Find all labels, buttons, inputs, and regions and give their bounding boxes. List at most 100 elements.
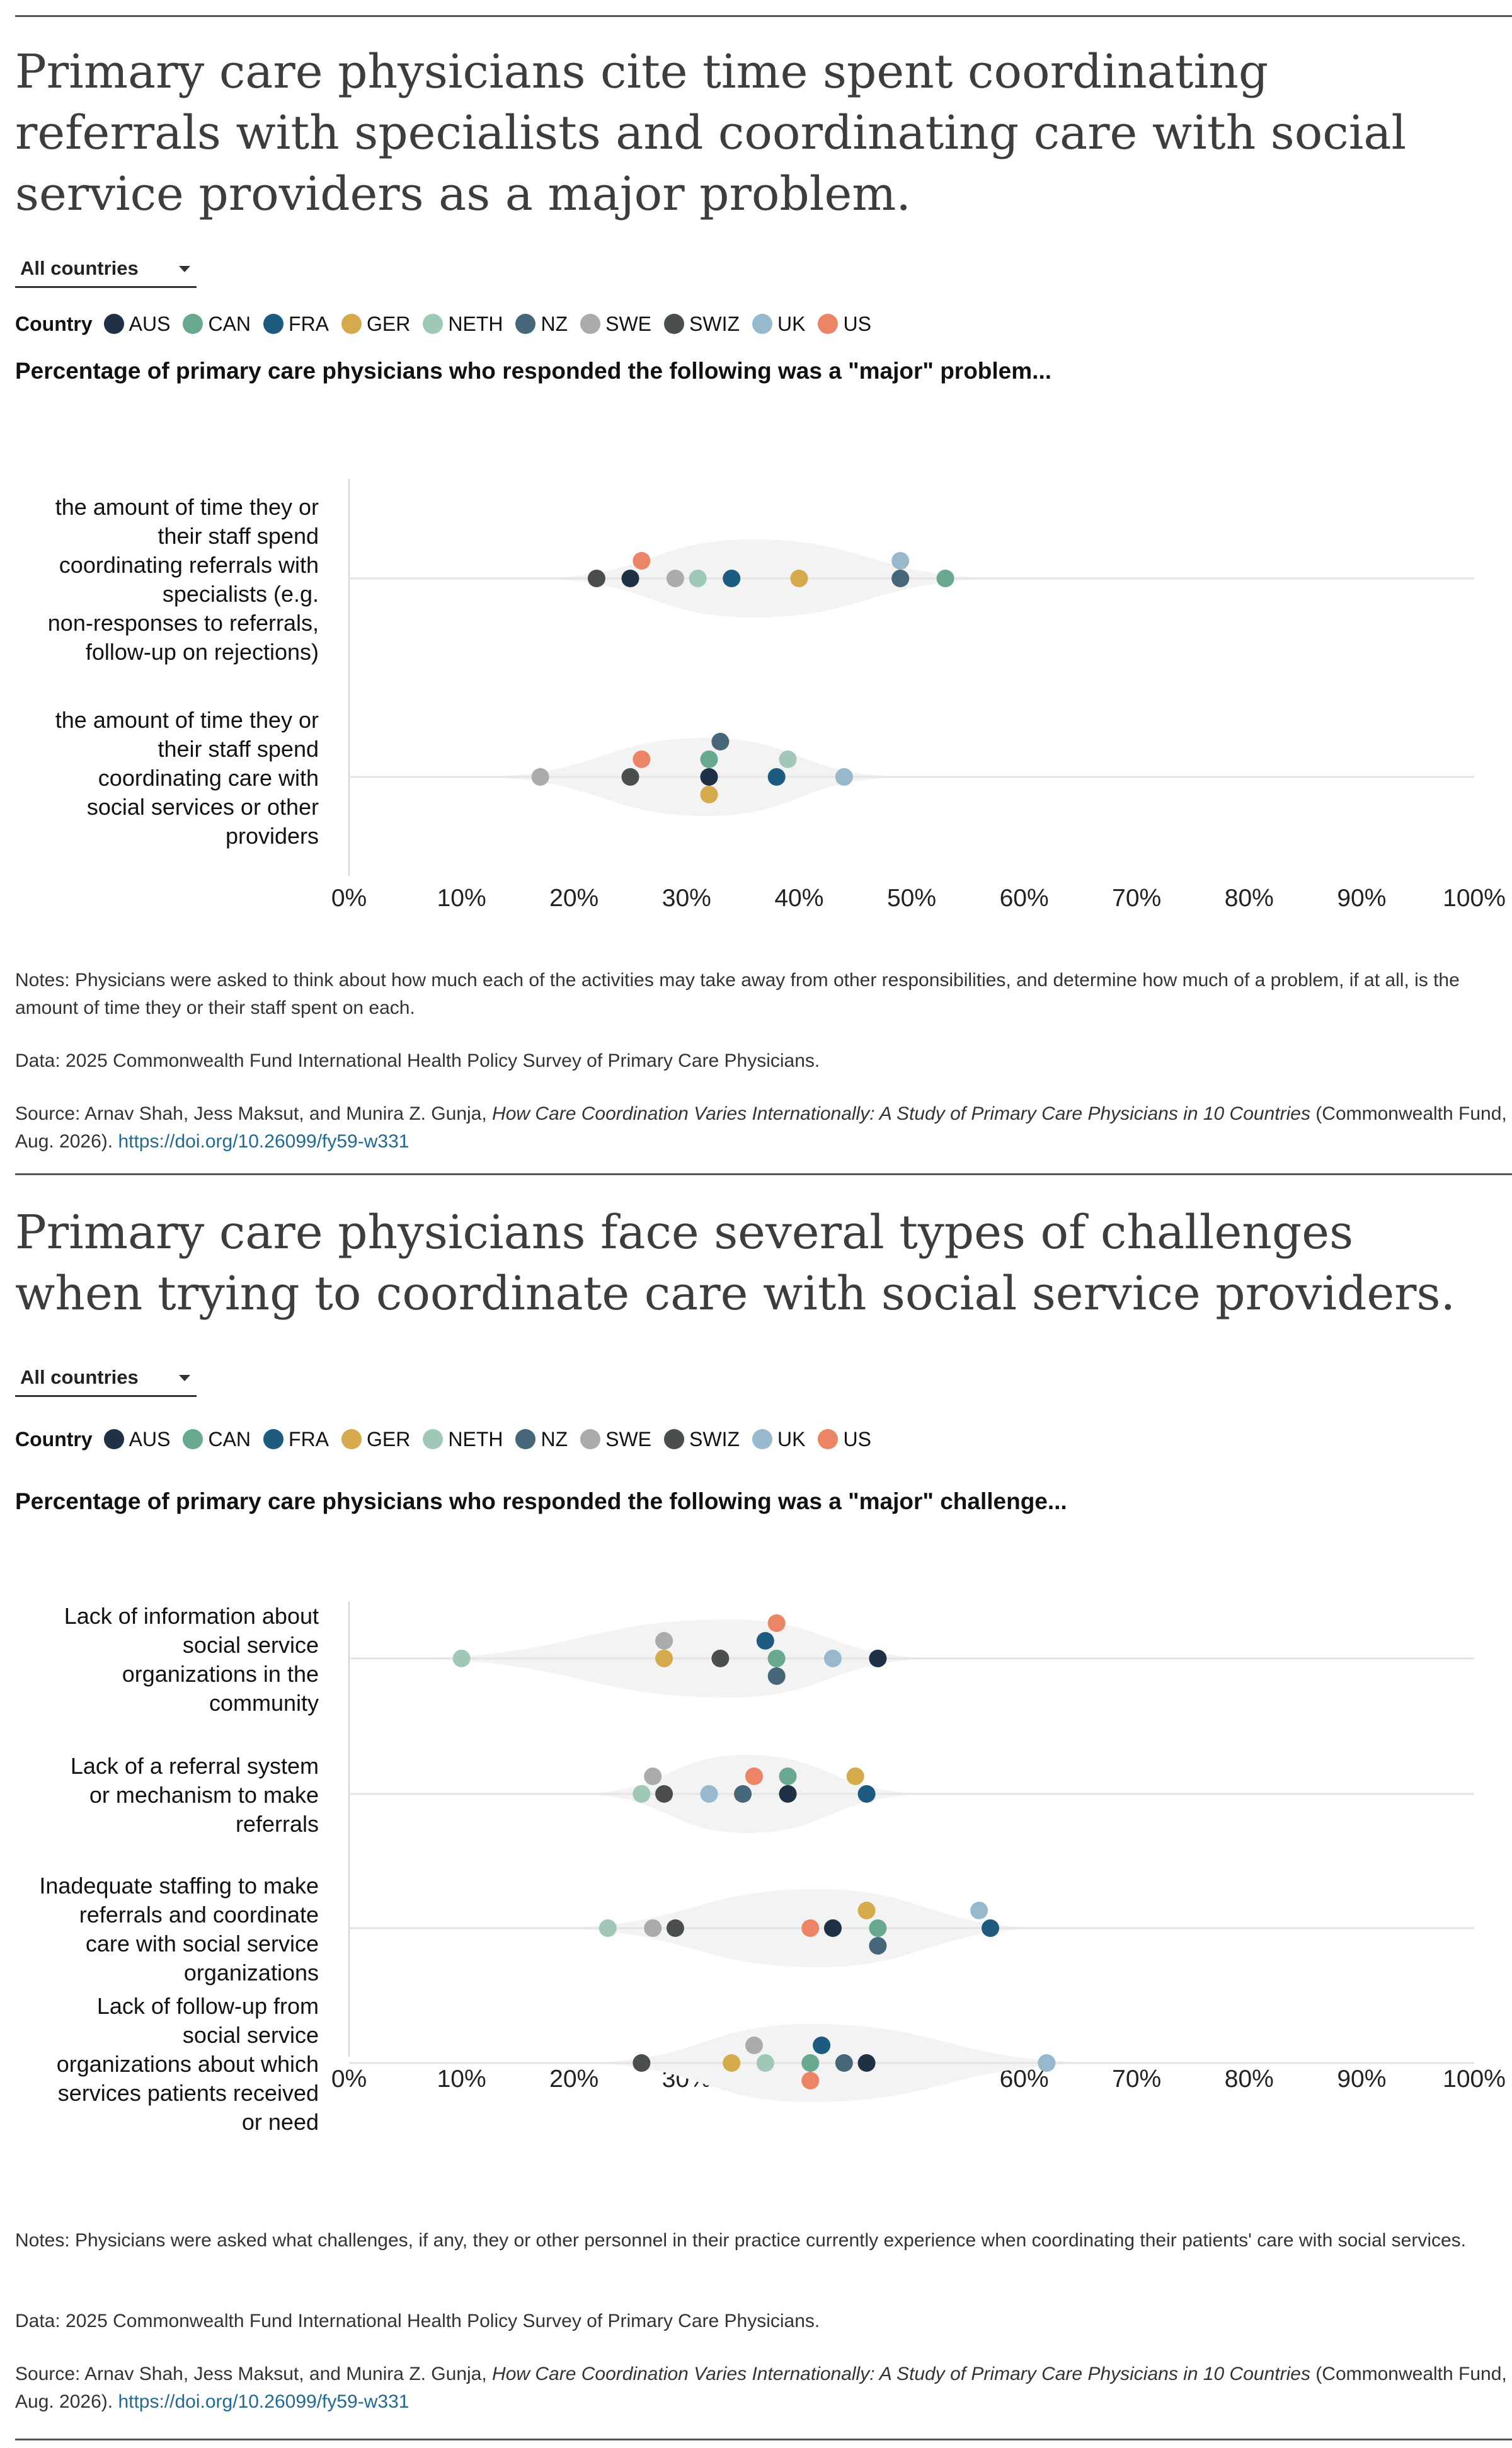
data-point-aus xyxy=(700,768,718,786)
dropdown-label: All countries xyxy=(20,257,139,279)
legend-label: SWIZ xyxy=(689,1427,740,1451)
data-source-text: Data: 2025 Commonwealth Fund Internation… xyxy=(15,1050,820,1071)
x-tick-label: 100% xyxy=(1443,885,1506,912)
data-point-swe xyxy=(655,1632,673,1650)
legend-item-swiz[interactable]: SWIZ xyxy=(664,1428,740,1451)
legend-item-us[interactable]: US xyxy=(818,1428,871,1451)
legend-item-uk[interactable]: UK xyxy=(752,1428,805,1451)
category-label-line: Lack of follow-up from xyxy=(97,1993,319,2019)
legend-swatch xyxy=(183,1429,203,1449)
category-label-line: community xyxy=(209,1690,319,1716)
doi-link[interactable]: https://doi.org/10.26099/fy59-w331 xyxy=(118,2391,410,2412)
category-label-line: providers xyxy=(226,823,319,849)
data-point-neth xyxy=(779,750,797,768)
data-point-uk xyxy=(1038,2054,1056,2072)
legend-item-aus[interactable]: AUS xyxy=(103,1427,171,1451)
data-point-us xyxy=(633,552,651,570)
data-point-swiz xyxy=(621,768,639,786)
legend-item-nz[interactable]: NZ xyxy=(515,313,568,336)
data-point-us xyxy=(633,750,651,768)
legend-item-neth[interactable]: NETH xyxy=(423,313,503,336)
legend-swatch xyxy=(423,314,444,334)
legend-label: FRA xyxy=(289,312,329,335)
data-point-swiz xyxy=(655,1785,673,1803)
doi-link[interactable]: https://doi.org/10.26099/fy59-w331 xyxy=(118,1131,410,1152)
data-point-uk xyxy=(970,1902,988,1919)
legend-swatch xyxy=(341,1429,362,1449)
data-point-swe xyxy=(644,1767,662,1785)
x-tick-label: 70% xyxy=(1112,885,1161,912)
legend-label: UK xyxy=(777,312,806,335)
data-point-swiz xyxy=(587,570,605,587)
legend-label: AUS xyxy=(129,1427,171,1451)
notes-text: Notes: Physicians were asked to think ab… xyxy=(15,970,1460,1018)
legend-label: SWIZ xyxy=(689,312,740,335)
legend-title: Country xyxy=(15,312,93,335)
citation-suffix: (Commonwealth Fund, Aug. 2026). xyxy=(15,1103,1507,1152)
x-tick-label: 10% xyxy=(437,2066,486,2093)
data-point-swe xyxy=(531,768,549,786)
legend-swatch xyxy=(515,314,536,334)
data-point-fra xyxy=(982,1919,1000,1937)
data-source-text: Data: 2025 Commonwealth Fund Internation… xyxy=(15,2311,820,2331)
category-label-line: organizations about which xyxy=(57,2051,319,2077)
data-point-fra xyxy=(723,570,741,587)
category-label-line: Lack of information about xyxy=(64,1603,319,1629)
citation-prefix: Source: Arnav Shah, Jess Maksut, and Mun… xyxy=(15,1103,493,1124)
legend-item-can[interactable]: CAN xyxy=(183,1428,251,1451)
legend-item-ger[interactable]: GER xyxy=(341,1428,410,1451)
citation-text: Source: Arnav Shah, Jess Maksut, and Mun… xyxy=(15,1100,1508,1156)
country-filter-dropdown[interactable]: All countries xyxy=(15,1362,197,1397)
data-point-us xyxy=(801,2072,820,2089)
data-point-uk xyxy=(835,768,853,786)
legend-swatch xyxy=(263,1429,284,1449)
category-label: the amount of time they or their staff sp… xyxy=(55,707,319,849)
legend-swatch xyxy=(341,314,362,334)
x-tick-label: 100% xyxy=(1443,2066,1506,2093)
legend-item-fra[interactable]: FRA xyxy=(263,313,329,336)
data-point-can xyxy=(700,750,718,768)
country-filter-dropdown[interactable]: All countries xyxy=(15,253,197,288)
legend-label: CAN xyxy=(208,312,251,335)
legend-item-neth[interactable]: NETH xyxy=(423,1428,503,1451)
legend-item-us[interactable]: US xyxy=(818,313,871,336)
data-point-aus xyxy=(823,1919,842,1937)
legend-item-aus[interactable]: AUS xyxy=(103,313,170,336)
data-point-uk xyxy=(700,1785,718,1803)
legend-item-swe[interactable]: SWE xyxy=(580,313,651,336)
category-label: Lack of information about social service o… xyxy=(64,1603,319,1716)
data-point-can xyxy=(869,1919,887,1937)
chart-title: Primary care physicians cite time spent … xyxy=(15,45,1407,221)
x-tick-label: 10% xyxy=(437,885,486,912)
category-label-line: their staff spend xyxy=(158,523,319,549)
x-tick-label: 80% xyxy=(1225,2066,1274,2093)
data-point-fra xyxy=(767,768,786,786)
data-point-neth xyxy=(756,2054,774,2072)
legend-label: CAN xyxy=(208,1427,251,1451)
data-point-uk xyxy=(891,552,910,570)
legend-item-can[interactable]: CAN xyxy=(183,313,251,336)
legend-item-uk[interactable]: UK xyxy=(752,313,805,336)
category-label: the amount of time they or their staff sp… xyxy=(48,494,319,665)
citation-report-title: How Care Coordination Varies Internation… xyxy=(492,1103,1310,1124)
data-point-can xyxy=(801,2054,820,2072)
legend-item-nz[interactable]: NZ xyxy=(515,1428,568,1451)
data-point-aus xyxy=(779,1785,797,1803)
data-point-swe xyxy=(666,570,684,587)
category-label-line: their staff spend xyxy=(158,736,319,762)
chart-subtitle: Percentage of primary care physicians wh… xyxy=(15,1488,1067,1514)
x-tick-label: 70% xyxy=(1112,2066,1161,2093)
data-point-ger xyxy=(723,2054,741,2072)
category-label-line: follow-up on rejections) xyxy=(86,639,319,665)
data-point-neth xyxy=(689,570,707,587)
citation-report-title: How Care Coordination Varies Internation… xyxy=(492,2364,1310,2384)
citation-suffix: (Commonwealth Fund, Aug. 2026). xyxy=(15,2364,1507,2412)
category-label-line: the amount of time they or xyxy=(55,494,319,520)
category-label-line: referrals and coordinate xyxy=(79,1902,319,1928)
legend-item-fra[interactable]: FRA xyxy=(263,1428,329,1451)
legend-item-ger[interactable]: GER xyxy=(341,313,410,336)
data-point-ger xyxy=(700,786,718,803)
legend-item-swe[interactable]: SWE xyxy=(580,1428,651,1451)
legend-item-swiz[interactable]: SWIZ xyxy=(664,313,740,336)
legend-label: SWE xyxy=(605,312,652,335)
